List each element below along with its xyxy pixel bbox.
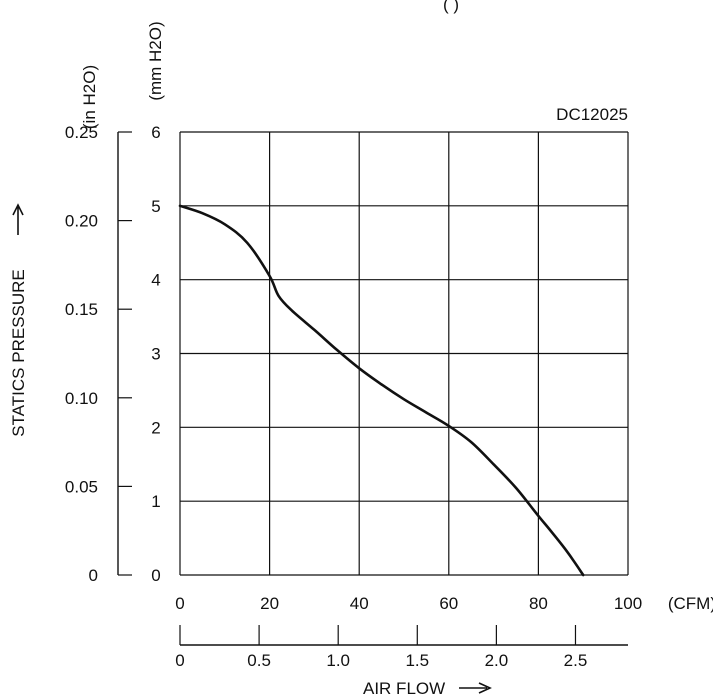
x-m3min-tick-label: 0 [175, 651, 184, 670]
x-axis-m3min-ticks: 0 0.5 1.0 1.5 2.0 2.5 [175, 625, 587, 670]
x-axis-arrow-icon [459, 682, 492, 694]
x-m3min-tick-label: 1.0 [326, 651, 350, 670]
y-mm-tick-label: 4 [151, 271, 160, 290]
x-cfm-tick-label: 40 [350, 594, 369, 613]
y-in-tick-label: 0 [89, 566, 98, 585]
model-label: DC12025 [556, 105, 628, 124]
y-axis-in-unit-label: (in H2O) [80, 65, 99, 129]
y-in-tick-label: 0.25 [65, 123, 98, 142]
y-in-tick-label: 0.05 [65, 477, 98, 496]
y-axis-mm-ticks: 0 1 2 3 4 5 6 [151, 123, 160, 585]
y-mm-tick-label: 3 [151, 345, 160, 364]
x-m3min-tick-label: 2.0 [485, 651, 509, 670]
y-mm-tick-label: 5 [151, 197, 160, 216]
y-axis-arrow-icon [12, 203, 24, 235]
x-axis-label: AIR FLOW [363, 679, 445, 698]
y-mm-tick-label: 6 [151, 123, 160, 142]
x-m3min-tick-label: 0.5 [247, 651, 271, 670]
grid [179, 131, 629, 576]
x-axis-cfm-ticks: 0 20 40 60 80 100 [175, 594, 642, 613]
y-in-tick-label: 0.15 [65, 300, 98, 319]
x-cfm-tick-label: 100 [614, 594, 642, 613]
x-cfm-tick-label: 0 [175, 594, 184, 613]
y-in-tick-label: 0.20 [65, 212, 98, 231]
y-in-tick-label: 0.10 [65, 389, 98, 408]
x-cfm-tick-label: 20 [260, 594, 279, 613]
x-cfm-tick-label: 80 [529, 594, 548, 613]
y-axis-title: STATICS PRESSURE [9, 203, 28, 437]
y-axis-in-ticks: 0 0.05 0.10 0.15 0.20 0.25 [65, 123, 132, 585]
y-axis-mm-unit-label: (mm H2O) [146, 21, 165, 100]
chart-title-fragment: ( ) [443, 0, 459, 14]
y-mm-tick-label: 0 [151, 566, 160, 585]
y-mm-tick-label: 1 [151, 492, 160, 511]
y-mm-tick-label: 2 [151, 418, 160, 437]
x-cfm-tick-label: 60 [439, 594, 458, 613]
pressure-curve-0 [178, 204, 585, 577]
series-layer [178, 204, 585, 577]
x-axis-cfm-unit-label: (CFM) [668, 594, 713, 613]
y-axis-label: STATICS PRESSURE [9, 269, 28, 437]
x-m3min-tick-label: 1.5 [405, 651, 429, 670]
x-m3min-tick-label: 2.5 [564, 651, 588, 670]
